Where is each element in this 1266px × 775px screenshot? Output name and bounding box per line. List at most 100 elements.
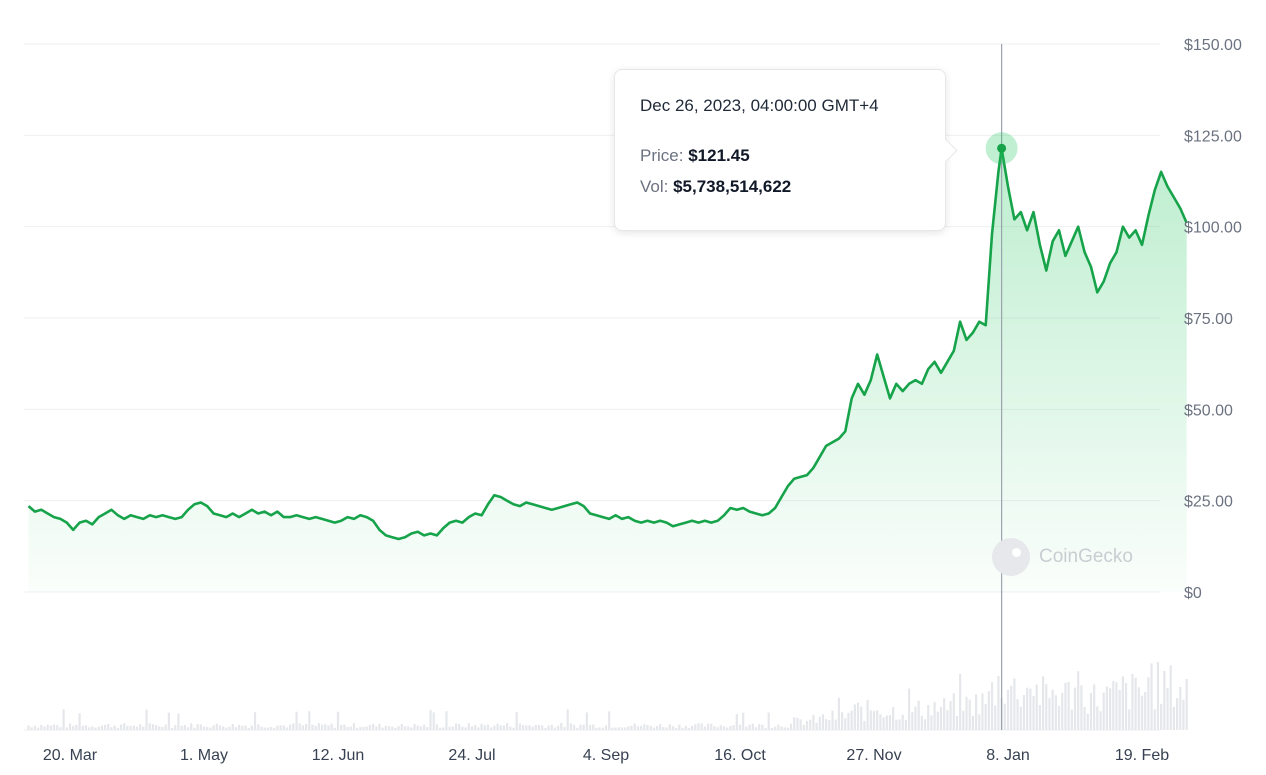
volume-bar: [212, 725, 215, 730]
volume-bar: [209, 727, 212, 730]
volume-bar: [97, 726, 100, 730]
volume-bar: [119, 724, 123, 730]
volume-bar: [974, 694, 978, 730]
volume-bar: [1006, 689, 1010, 730]
volume-bar: [802, 724, 805, 730]
volume-bar: [691, 725, 694, 730]
volume-bar: [1019, 706, 1022, 730]
x-tick-label: 4. Sep: [583, 747, 629, 764]
tooltip-price-row: Price: $121.45: [640, 146, 920, 166]
volume-bar: [809, 719, 812, 730]
volume-bar: [499, 725, 502, 730]
x-tick-label: 16. Oct: [714, 747, 766, 764]
volume-bar: [1003, 703, 1006, 730]
volume-bar: [40, 724, 43, 730]
volume-bar: [630, 725, 633, 730]
volume-bar: [834, 719, 837, 730]
volume-bar: [617, 727, 620, 730]
volume-bar: [697, 723, 700, 730]
volume-bar: [43, 726, 46, 730]
volume-bar: [237, 724, 241, 730]
volume-bar: [876, 710, 879, 730]
volume-bar: [387, 726, 391, 730]
y-tick-label: $150.00: [1184, 37, 1242, 54]
volume-bar: [49, 725, 52, 730]
volume-bar: [384, 725, 387, 730]
volume-bar: [241, 725, 244, 730]
volume-bar: [1102, 692, 1105, 730]
volume-bar: [126, 725, 129, 730]
volume-bar: [1153, 709, 1156, 730]
volume-bar: [1175, 698, 1179, 730]
volume-bar: [1051, 689, 1054, 730]
volume-bar: [346, 727, 349, 730]
price-series-line: [27, 147, 1188, 541]
volume-bar: [378, 723, 381, 730]
volume-bar: [1041, 676, 1045, 730]
volume-bar: [531, 726, 534, 730]
volume-bar: [547, 725, 550, 730]
volume-bar: [684, 725, 687, 730]
volume-bar: [754, 727, 758, 730]
volume-bar: [869, 710, 872, 730]
volume-bar: [751, 723, 754, 730]
volume-bar: [1064, 682, 1067, 730]
watermark-text: CoinGecko: [1039, 546, 1133, 567]
y-tick-label: $75.00: [1184, 311, 1233, 328]
volume-bar: [1070, 709, 1073, 730]
volume-bar: [917, 700, 920, 730]
volume-bar: [655, 725, 659, 730]
volume-bar: [789, 723, 793, 730]
volume-bar: [780, 726, 783, 730]
volume-bar: [52, 724, 56, 730]
volume-bar: [56, 725, 59, 730]
volume-bar: [1105, 686, 1109, 730]
volume-bar: [282, 725, 285, 730]
volume-bar: [777, 724, 780, 730]
volume-bar: [129, 725, 132, 730]
volume-bar: [75, 724, 78, 730]
x-tick-label: 8. Jan: [986, 747, 1030, 764]
volume-bar: [314, 725, 317, 730]
volume-bar: [710, 723, 713, 730]
gecko-logo-icon: [992, 538, 1030, 576]
volume-bar: [997, 675, 1000, 730]
y-tick-label: $25.00: [1184, 494, 1233, 511]
volume-bar: [742, 712, 745, 730]
volume-bar: [477, 727, 480, 730]
volume-bar: [483, 725, 486, 730]
volume-bar: [1086, 713, 1089, 730]
volume-bar: [1185, 678, 1188, 730]
volume-bar: [729, 725, 732, 730]
volume-bar: [467, 723, 470, 730]
volume-bar: [509, 726, 512, 730]
volume-bar: [521, 725, 525, 730]
volume-bar: [225, 727, 228, 730]
hover-point[interactable]: [997, 143, 1007, 153]
volume-bar: [330, 723, 333, 730]
volume-bar: [59, 727, 62, 730]
volume-bar: [773, 726, 777, 730]
volume-bar: [863, 720, 866, 730]
volume-bar: [965, 696, 968, 730]
volume-bar: [403, 726, 407, 730]
volume-bar: [866, 699, 869, 730]
volume-bar: [930, 715, 933, 730]
volume-bar: [480, 723, 483, 730]
volume-bar: [732, 725, 735, 730]
volume-bar: [1035, 684, 1038, 730]
volume-bar: [155, 725, 158, 730]
volume-bar: [65, 727, 68, 730]
volume-bar: [454, 723, 458, 730]
volume-bar: [304, 724, 308, 730]
coingecko-watermark: CoinGecko: [992, 538, 1133, 576]
tooltip-volume-row: Vol: $5,738,514,622: [640, 177, 920, 197]
volume-bar: [1144, 692, 1147, 730]
volume-bar: [534, 724, 537, 730]
volume-bar: [113, 725, 116, 730]
volume-bar: [770, 727, 774, 730]
volume-bar: [94, 727, 97, 730]
volume-bar: [474, 725, 477, 730]
